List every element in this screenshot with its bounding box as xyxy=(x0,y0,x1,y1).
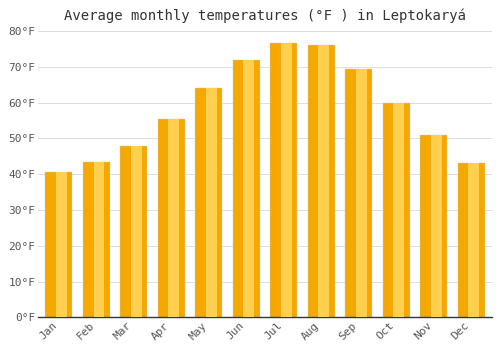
Bar xyxy=(56,173,67,317)
Bar xyxy=(308,45,334,317)
Bar xyxy=(431,135,442,317)
Bar xyxy=(244,60,254,317)
Bar xyxy=(394,103,404,317)
Bar xyxy=(120,146,147,317)
Bar xyxy=(345,69,372,317)
Bar xyxy=(158,119,184,317)
Bar xyxy=(468,163,479,317)
Bar xyxy=(318,45,329,317)
Bar xyxy=(94,162,104,317)
Bar xyxy=(232,60,260,317)
Bar xyxy=(420,135,447,317)
Bar xyxy=(195,88,222,317)
Bar xyxy=(168,119,179,317)
Bar xyxy=(281,43,291,317)
Bar xyxy=(382,103,409,317)
Bar xyxy=(82,162,110,317)
Title: Average monthly temperatures (°F ) in Leptokaryá: Average monthly temperatures (°F ) in Le… xyxy=(64,8,466,23)
Bar xyxy=(270,43,297,317)
Bar xyxy=(458,163,484,317)
Bar xyxy=(131,146,142,317)
Bar xyxy=(206,88,217,317)
Bar xyxy=(45,173,72,317)
Bar xyxy=(356,69,366,317)
